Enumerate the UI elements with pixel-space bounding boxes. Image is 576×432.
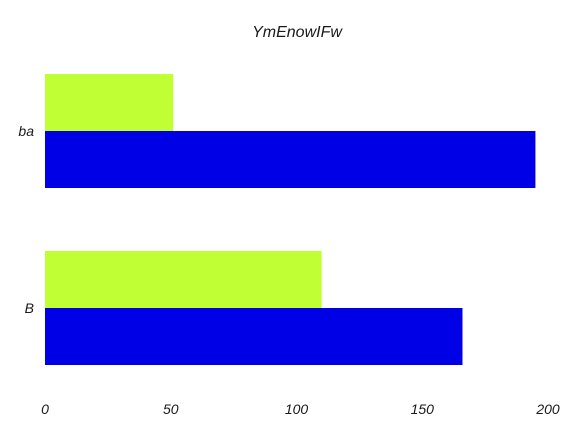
y-tick-label: B	[25, 300, 34, 316]
x-tick-label: 100	[285, 401, 309, 417]
bar-ba-series-2	[45, 131, 536, 188]
x-tick-label: 0	[41, 401, 49, 417]
bar-b-series-1	[45, 251, 322, 308]
y-axis-tick-labels: ba B	[18, 123, 34, 316]
bar-ba-series-1	[45, 74, 174, 131]
chart-title: YmEnowIFw	[252, 24, 343, 41]
x-tick-label: 200	[535, 401, 560, 417]
bars	[45, 74, 536, 365]
bar-b-series-2	[45, 308, 463, 365]
y-tick-label: ba	[18, 123, 34, 139]
x-tick-label: 50	[163, 401, 179, 417]
x-axis-tick-labels: 0 50 100 150 200	[41, 401, 560, 417]
x-tick-label: 150	[411, 401, 435, 417]
